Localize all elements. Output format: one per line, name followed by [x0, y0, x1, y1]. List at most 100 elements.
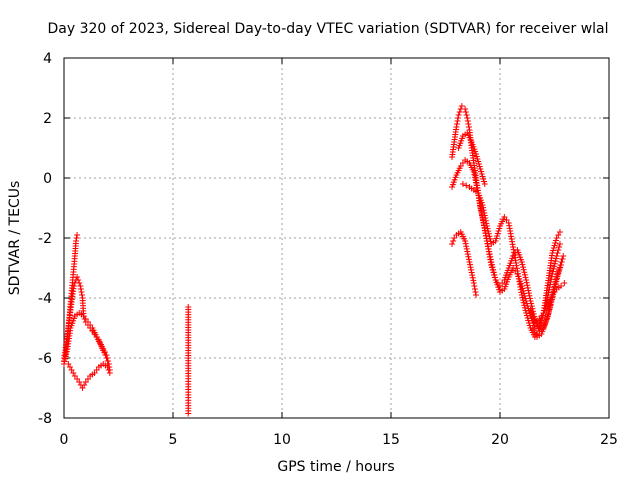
data-point: [104, 364, 111, 370]
data-point: [536, 325, 543, 332]
data-point: [557, 262, 564, 268]
data-point: [524, 284, 531, 291]
data-point: [548, 298, 555, 305]
data-point: [463, 112, 470, 118]
data-point: [550, 288, 557, 295]
data-point: [455, 115, 462, 121]
y-tick-label: -6: [38, 351, 52, 367]
data-point: [104, 358, 111, 364]
data-point: [106, 370, 113, 376]
data-point: [473, 179, 480, 186]
data-point: [538, 320, 545, 327]
y-tick-label: 4: [43, 51, 52, 67]
data-point: [471, 286, 478, 292]
data-point: [465, 256, 472, 263]
data-point: [551, 286, 558, 292]
x-tick-label: 15: [382, 432, 400, 448]
x-tick-label: 25: [600, 432, 618, 448]
data-point: [556, 244, 563, 250]
chart-title: Day 320 of 2023, Sidereal Day-to-day VTE…: [47, 21, 608, 37]
data-point: [74, 274, 81, 280]
data-point: [558, 259, 565, 265]
data-point: [549, 296, 556, 303]
data-point: [551, 263, 558, 270]
data-point: [467, 264, 474, 271]
data-point: [472, 176, 479, 183]
data-point: [521, 304, 528, 311]
data-point: [551, 260, 558, 267]
data-point: [459, 181, 466, 187]
data-point: [77, 283, 84, 289]
data-points: [61, 103, 568, 417]
data-point: [520, 299, 527, 306]
data-point: [560, 253, 567, 259]
data-point: [469, 272, 476, 279]
axis-ticks: [63, 57, 610, 419]
data-point: [471, 174, 478, 181]
data-point: [481, 209, 488, 216]
data-point: [480, 204, 487, 211]
data-point: [556, 265, 563, 271]
data-point: [462, 109, 469, 115]
data-point: [464, 248, 471, 255]
data-point: [519, 294, 526, 301]
data-point: [464, 115, 471, 121]
data-point: [482, 217, 489, 224]
data-point: [462, 238, 469, 244]
data-point: [467, 261, 474, 268]
y-tick-label: -2: [38, 231, 52, 247]
y-tick-label: -8: [38, 411, 52, 427]
data-point: [525, 290, 532, 297]
data-point: [473, 182, 480, 189]
data-point: [462, 106, 469, 112]
data-point: [78, 292, 85, 298]
data-point: [456, 109, 463, 115]
data-point: [479, 202, 486, 208]
data-point: [525, 287, 532, 294]
data-point: [555, 247, 562, 253]
data-point: [522, 274, 529, 281]
data-point: [521, 271, 528, 278]
data-point: [464, 118, 471, 124]
data-point: [518, 292, 525, 298]
data-point: [549, 293, 556, 300]
y-tick-label: -4: [38, 291, 52, 307]
data-point: [185, 410, 192, 417]
data-point: [556, 241, 563, 247]
data-point: [561, 280, 568, 286]
x-tick-label: 10: [273, 432, 291, 448]
data-point: [73, 235, 80, 241]
data-point: [485, 228, 492, 235]
data-point: [481, 181, 488, 187]
data-point: [78, 289, 85, 295]
data-point: [469, 274, 476, 281]
data-point: [528, 300, 535, 307]
data-point: [471, 171, 478, 178]
data-point: [463, 243, 470, 250]
data-point: [103, 355, 110, 361]
data-point: [483, 223, 490, 229]
data-point: [521, 302, 528, 309]
data-point: [487, 235, 494, 242]
data-point: [72, 238, 79, 244]
grid-lines: [64, 58, 609, 418]
x-tick-label: 5: [169, 432, 178, 448]
data-point: [465, 253, 472, 260]
data-point: [466, 259, 473, 265]
data-point: [527, 298, 534, 304]
data-point: [553, 255, 560, 262]
data-point: [74, 232, 81, 238]
data-point: [518, 259, 525, 265]
data-point: [559, 256, 566, 262]
data-point: [464, 251, 471, 258]
y-tick-label: 0: [43, 171, 52, 187]
data-point: [528, 303, 535, 310]
data-point: [552, 283, 559, 290]
data-point: [450, 238, 457, 244]
data-point: [483, 220, 490, 227]
data-point: [455, 112, 462, 118]
x-axis-label: GPS time / hours: [277, 459, 394, 475]
data-point: [454, 118, 461, 124]
data-point: [468, 269, 475, 276]
